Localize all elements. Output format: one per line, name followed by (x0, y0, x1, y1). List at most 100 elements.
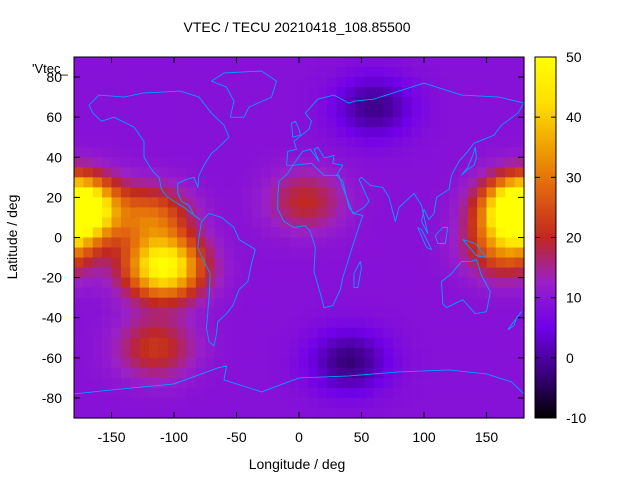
heatmap-cell (299, 297, 309, 309)
heatmap-cell (252, 247, 263, 259)
heatmap-cell (139, 97, 150, 108)
heatmap-cell (120, 257, 131, 269)
heatmap-cell (280, 397, 291, 409)
heatmap-cell (430, 227, 441, 239)
heatmap-cell (139, 357, 150, 369)
heatmap-cell (495, 237, 506, 249)
heatmap-cell (364, 377, 375, 389)
heatmap-cell (280, 207, 291, 219)
heatmap-cell (495, 227, 506, 239)
heatmap-cell (317, 277, 328, 289)
heatmap-cell (242, 117, 253, 128)
heatmap-cell (336, 157, 347, 168)
heatmap-cell (92, 207, 103, 219)
heatmap-cell (139, 107, 150, 118)
heatmap-cell (299, 77, 309, 88)
heatmap-cell (252, 287, 263, 299)
heatmap-cell (92, 267, 103, 279)
heatmap-cell (120, 307, 131, 319)
heatmap-cell (74, 157, 84, 168)
heatmap-cell (120, 267, 131, 279)
heatmap-cell (514, 187, 525, 198)
heatmap-cell (374, 157, 384, 168)
heatmap-cell (383, 197, 394, 209)
heatmap-cell (299, 97, 309, 108)
heatmap-cell (130, 87, 141, 98)
heatmap-cell (299, 377, 309, 389)
heatmap-cell (505, 307, 516, 319)
heatmap-cell (233, 87, 244, 98)
heatmap-cell (374, 137, 384, 148)
heatmap-cell (458, 207, 469, 219)
heatmap-cell (364, 397, 375, 409)
heatmap-cell (233, 167, 244, 178)
heatmap-cell (261, 197, 272, 209)
heatmap-cell (383, 127, 394, 138)
heatmap-cell (233, 217, 244, 229)
heatmap-cell (374, 397, 384, 409)
heatmap-cell (317, 127, 328, 138)
heatmap-cell (214, 97, 225, 108)
heatmap-cell (383, 57, 394, 68)
heatmap-cell (120, 297, 131, 309)
heatmap-cell (242, 237, 253, 249)
heatmap-cell (327, 317, 338, 329)
heatmap-cell (467, 57, 478, 68)
heatmap-cell (289, 217, 300, 229)
heatmap-cell (355, 117, 366, 128)
heatmap-cell (317, 167, 328, 178)
heatmap-cell (495, 87, 506, 98)
heatmap-cell (111, 347, 122, 359)
heatmap-cell (214, 287, 225, 299)
heatmap-cell (111, 327, 122, 339)
heatmap-cell (402, 347, 413, 359)
heatmap-cell (195, 317, 206, 329)
heatmap-cell (439, 167, 450, 178)
heatmap-cell (317, 157, 328, 168)
heatmap-cell (411, 317, 422, 329)
heatmap-cell (439, 247, 450, 259)
heatmap-cell (149, 297, 159, 309)
heatmap-cell (495, 57, 506, 68)
heatmap-cell (364, 357, 375, 369)
heatmap-cell (364, 387, 375, 399)
heatmap-cell (467, 177, 478, 188)
heatmap-cell (92, 127, 103, 138)
heatmap-cell (167, 67, 178, 78)
heatmap-cell (270, 237, 281, 249)
heatmap-cell (270, 367, 281, 379)
heatmap-cell (111, 127, 122, 138)
heatmap-cell (261, 67, 272, 78)
heatmap-cell (242, 387, 253, 399)
heatmap-cell (233, 227, 244, 239)
heatmap-cell (345, 77, 356, 88)
heatmap-cell (177, 387, 188, 399)
heatmap-cell (345, 387, 356, 399)
heatmap-cell (411, 67, 422, 78)
heatmap-cell (383, 287, 394, 299)
heatmap-cell (224, 157, 234, 168)
heatmap-cell (477, 247, 488, 259)
heatmap-cell (364, 187, 375, 198)
heatmap-cell (355, 347, 366, 359)
heatmap-cell (242, 357, 253, 369)
heatmap-cell (449, 357, 459, 369)
heatmap-cell (514, 137, 525, 148)
heatmap-cell (383, 227, 394, 239)
heatmap-cell (458, 367, 469, 379)
heatmap-cell (130, 297, 141, 309)
heatmap-cell (420, 277, 431, 289)
heatmap-cell (205, 407, 216, 419)
heatmap-cell (402, 217, 413, 229)
heatmap-cell (383, 387, 394, 399)
heatmap-cell (102, 177, 113, 188)
heatmap-cell (83, 277, 94, 289)
heatmap-cell (420, 97, 431, 108)
heatmap-cell (308, 307, 319, 319)
heatmap-cell (317, 87, 328, 98)
heatmap-cell (402, 147, 413, 158)
heatmap-cell (449, 337, 459, 349)
heatmap-cell (186, 347, 197, 359)
heatmap-cell (505, 207, 516, 219)
heatmap-cell (130, 327, 141, 339)
